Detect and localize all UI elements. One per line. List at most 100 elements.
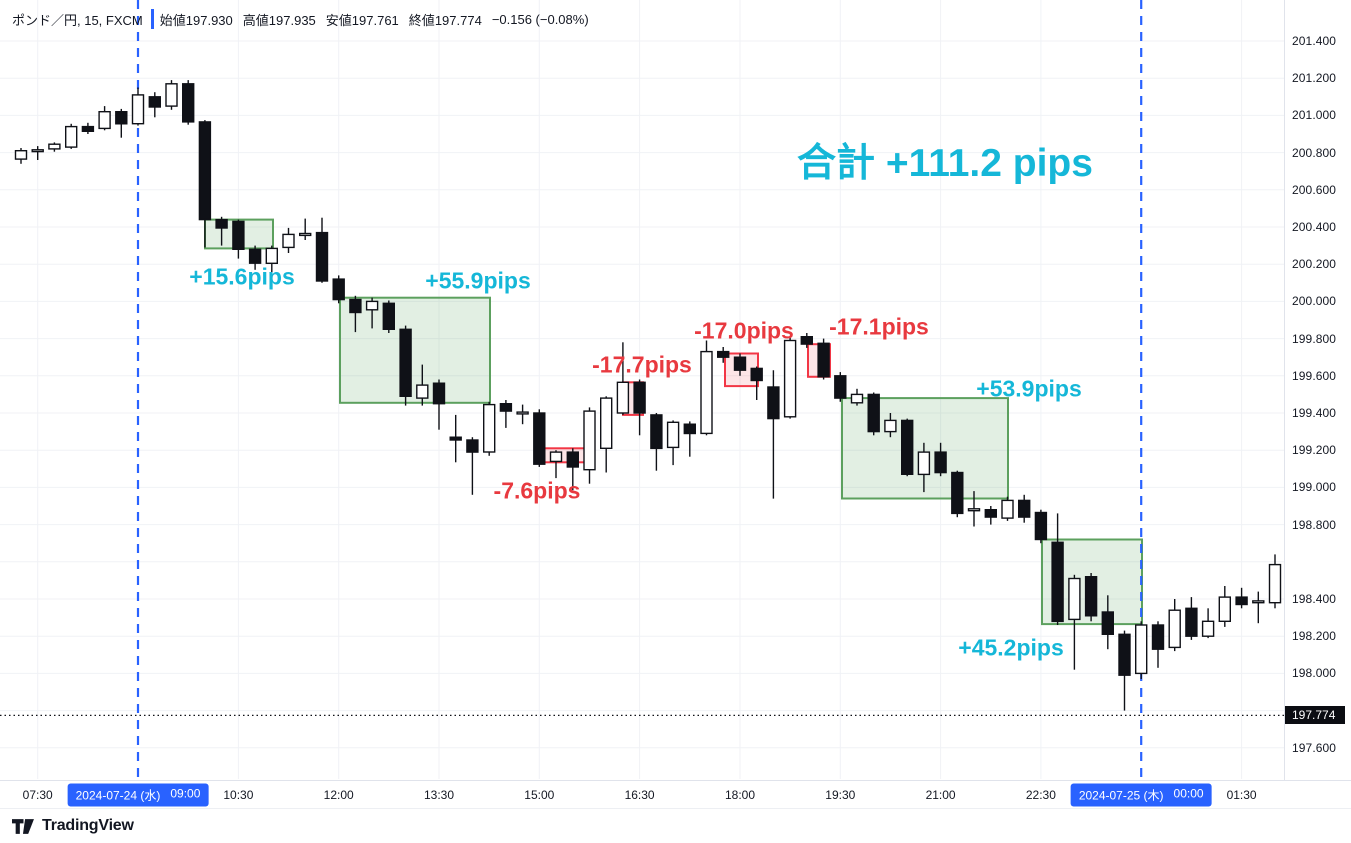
candle[interactable] (600, 396, 613, 473)
time-axis[interactable]: 2024-07-24 (水) 09:00 2024-07-25 (木) 00:0… (0, 780, 1351, 809)
candle[interactable] (850, 388, 864, 406)
candle[interactable] (248, 245, 262, 270)
candle[interactable] (717, 347, 730, 363)
candle[interactable] (165, 80, 178, 110)
candle[interactable] (934, 442, 947, 477)
candle[interactable] (783, 336, 797, 419)
price-axis[interactable]: 201.400 201.200 201.000 200.800 200.600 200.4… (1284, 0, 1351, 780)
candle[interactable] (131, 87, 145, 126)
candle[interactable] (700, 340, 713, 436)
candle[interactable] (1118, 630, 1131, 711)
candle[interactable] (917, 442, 931, 493)
zone-pips-label[interactable]: +45.2pips (958, 634, 1064, 661)
symbol-title[interactable]: ポンド／円, 15, FXCM (12, 12, 143, 28)
candle[interactable] (549, 450, 563, 479)
zone-pips-label[interactable]: +55.9pips (425, 267, 531, 294)
candle[interactable] (1018, 494, 1031, 523)
candle[interactable] (198, 120, 212, 248)
candle[interactable] (1185, 597, 1198, 640)
candle[interactable] (181, 80, 195, 125)
zone-pips-label[interactable]: +15.6pips (189, 263, 295, 290)
candle[interactable] (115, 108, 128, 138)
candle[interactable] (499, 400, 513, 428)
candle[interactable] (834, 372, 847, 402)
price-axis-label: 199.400 (1292, 406, 1337, 420)
zone-pips-label[interactable]: -17.7pips (592, 351, 692, 378)
candle[interactable] (750, 366, 763, 401)
chart-canvas[interactable] (0, 0, 1351, 780)
zone-pips-label[interactable]: -7.6pips (493, 477, 581, 504)
candle[interactable] (901, 418, 914, 477)
candle[interactable] (382, 300, 395, 334)
candle[interactable] (416, 364, 429, 406)
candle[interactable] (332, 275, 345, 304)
candle[interactable] (349, 295, 362, 333)
candle[interactable] (867, 392, 880, 436)
candle[interactable] (399, 325, 412, 406)
total-pips-annotation[interactable]: 合計 +111.2 pips (797, 142, 1093, 185)
tradingview-logo[interactable]: TradingView (12, 817, 134, 835)
candle[interactable] (31, 146, 44, 160)
candle[interactable] (1201, 608, 1215, 639)
candle[interactable] (215, 216, 228, 246)
candle[interactable] (1151, 621, 1165, 668)
candle[interactable] (984, 506, 997, 525)
candle[interactable] (951, 470, 964, 518)
candle[interactable] (1084, 573, 1098, 622)
candle[interactable] (666, 420, 680, 466)
candle[interactable] (98, 106, 111, 131)
high-value: 197.935 (268, 12, 316, 28)
candle[interactable] (1001, 496, 1014, 521)
candle[interactable] (315, 217, 329, 283)
price-axis-label: 200.000 (1292, 294, 1337, 309)
candle[interactable] (733, 353, 747, 376)
candle[interactable] (148, 92, 162, 118)
close-value: 197.774 (434, 12, 482, 28)
candle[interactable] (633, 379, 646, 436)
candle[interactable] (967, 491, 981, 527)
candle[interactable] (1034, 509, 1048, 544)
candle[interactable] (449, 414, 462, 463)
candle[interactable] (516, 404, 529, 425)
candle[interactable] (583, 407, 596, 484)
time-axis-label: 19:30 (825, 787, 856, 802)
candle[interactable] (1168, 599, 1181, 652)
zone-pips-label[interactable]: +53.9pips (976, 375, 1082, 402)
candle[interactable] (683, 421, 696, 457)
candle[interactable] (1252, 591, 1265, 624)
candle[interactable] (483, 401, 496, 456)
candle[interactable] (1235, 587, 1248, 609)
price-axis-label: 198.800 (1292, 517, 1337, 532)
candle[interactable] (282, 227, 295, 253)
candle[interactable] (1268, 554, 1282, 609)
candle[interactable] (533, 409, 546, 467)
open-value: 197.930 (185, 12, 233, 28)
candle[interactable] (1101, 595, 1115, 650)
candle[interactable] (48, 142, 61, 152)
candle[interactable] (1068, 574, 1081, 670)
candle[interactable] (14, 148, 28, 164)
candle[interactable] (767, 370, 780, 499)
candle[interactable] (265, 245, 278, 278)
trade-zone-profit[interactable] (339, 296, 491, 404)
candle[interactable] (64, 123, 78, 149)
candle[interactable] (232, 219, 245, 259)
candle[interactable] (884, 413, 897, 438)
candle[interactable] (432, 379, 446, 430)
candle[interactable] (1218, 586, 1232, 627)
zone-pips-label[interactable]: -17.1pips (829, 313, 929, 340)
candle[interactable] (466, 437, 479, 495)
time-axis-label: 01:30 (1226, 787, 1257, 802)
candle[interactable] (800, 333, 813, 348)
candle[interactable] (365, 297, 379, 329)
candle[interactable] (1134, 621, 1148, 679)
candle[interactable] (650, 413, 663, 471)
candle[interactable] (1051, 513, 1064, 625)
candle[interactable] (81, 122, 95, 134)
candle[interactable] (817, 338, 830, 380)
candle[interactable] (566, 448, 579, 491)
candle[interactable] (616, 342, 630, 415)
candle[interactable] (299, 218, 312, 240)
zone-pips-label[interactable]: -17.0pips (694, 317, 794, 344)
